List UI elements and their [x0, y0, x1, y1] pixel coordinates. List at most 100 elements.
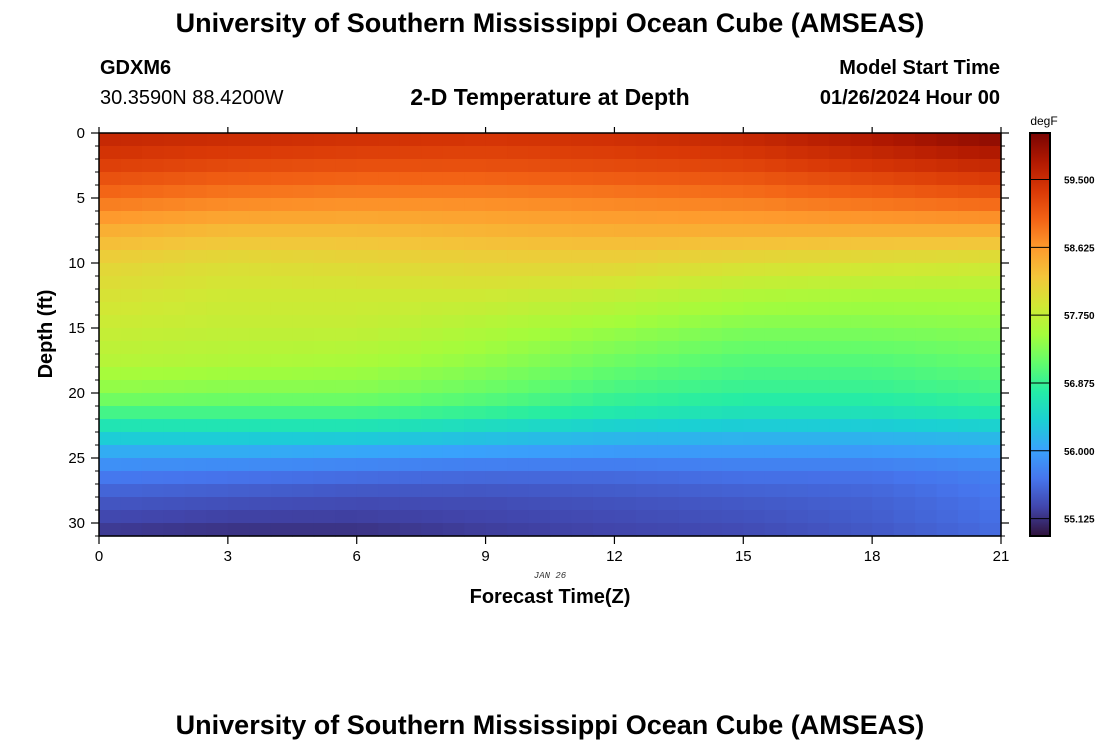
heatmap-cell: [399, 276, 422, 290]
heatmap-cell: [571, 367, 594, 381]
heatmap-cell: [507, 146, 530, 160]
heatmap-cell: [141, 185, 165, 199]
heatmap-cell: [807, 263, 830, 277]
heatmap-cell: [464, 198, 487, 212]
heatmap-cell: [807, 250, 830, 264]
heatmap-cell: [635, 315, 658, 329]
heatmap-cell: [507, 406, 530, 420]
heatmap-cell: [206, 289, 229, 303]
heatmap-cell: [958, 224, 981, 238]
heatmap-cell: [141, 497, 165, 511]
heatmap-cell: [786, 224, 809, 238]
heatmap-cell: [485, 263, 508, 277]
heatmap-cell: [678, 497, 701, 511]
heatmap-cell: [442, 497, 465, 511]
heatmap-cell: [614, 367, 637, 381]
heatmap-cell: [249, 224, 272, 238]
heatmap-cell: [163, 302, 186, 316]
heatmap-cell: [571, 211, 594, 225]
heatmap-cell: [721, 380, 744, 394]
heatmap-cell: [120, 146, 143, 160]
heatmap-cell: [893, 367, 916, 381]
heatmap-cell: [378, 159, 401, 173]
heatmap-cell: [249, 315, 272, 329]
heatmap-cell: [936, 406, 959, 420]
heatmap-cell: [915, 484, 938, 498]
heatmap-cell: [528, 393, 551, 407]
heatmap-cell: [141, 393, 165, 407]
heatmap-cell: [464, 484, 487, 498]
heatmap-cell: [292, 276, 315, 290]
heatmap-cell: [378, 237, 401, 251]
heatmap-cell: [807, 315, 830, 329]
heatmap-cell: [764, 159, 787, 173]
heatmap-cell: [872, 263, 895, 277]
heatmap-cell: [378, 419, 401, 433]
heatmap-cell: [979, 380, 1002, 394]
x-tick-label: 9: [481, 548, 489, 565]
heatmap-cell: [442, 263, 465, 277]
heatmap-cell: [141, 315, 165, 329]
heatmap-cell: [335, 341, 358, 355]
heatmap-cell: [292, 432, 315, 446]
heatmap-cell: [786, 159, 809, 173]
heatmap-cell: [227, 146, 250, 160]
heatmap-cell: [335, 263, 358, 277]
heatmap-cell: [743, 393, 766, 407]
heatmap-cell: [141, 354, 165, 368]
heatmap-cell: [206, 198, 229, 212]
heatmap-cell: [141, 237, 165, 251]
heatmap-cell: [893, 302, 916, 316]
heatmap-cell: [184, 510, 207, 524]
heatmap-cell: [184, 250, 207, 264]
heatmap-cell: [163, 159, 186, 173]
heatmap-cell: [678, 146, 701, 160]
heatmap-cell: [893, 289, 916, 303]
heatmap-cell: [120, 497, 143, 511]
heatmap-cell: [528, 302, 551, 316]
heatmap-cell: [356, 341, 379, 355]
heatmap-cell: [442, 211, 465, 225]
heatmap-cell: [915, 367, 938, 381]
heatmap-cell: [721, 146, 744, 160]
heatmap-cell: [915, 146, 938, 160]
heatmap-cell: [635, 276, 658, 290]
heatmap-cell: [421, 497, 444, 511]
heatmap-cell: [958, 133, 981, 147]
heatmap-cell: [678, 367, 701, 381]
heatmap-cell: [292, 146, 315, 160]
heatmap-cell: [850, 484, 873, 498]
heatmap-cell: [764, 471, 787, 485]
heatmap-cell: [958, 185, 981, 199]
heatmap-cell: [313, 315, 336, 329]
heatmap-cell: [292, 393, 315, 407]
heatmap-cell: [399, 172, 422, 186]
heatmap-cell: [872, 432, 895, 446]
heatmap-cell: [657, 159, 680, 173]
heatmap-cell: [464, 133, 487, 147]
heatmap-cell: [678, 185, 701, 199]
heatmap-cell: [850, 432, 873, 446]
heatmap-cell: [764, 289, 787, 303]
heatmap-cell: [399, 159, 422, 173]
heatmap-cell: [378, 289, 401, 303]
heatmap-cell: [99, 393, 122, 407]
heatmap-cell: [292, 198, 315, 212]
heatmap-cell: [313, 289, 336, 303]
heatmap-cell: [227, 289, 250, 303]
heatmap-cell: [979, 146, 1002, 160]
heatmap-cell: [678, 276, 701, 290]
heatmap-cell: [678, 419, 701, 433]
heatmap-cell: [850, 471, 873, 485]
heatmap-cell: [829, 211, 852, 225]
heatmap-cell: [292, 471, 315, 485]
heatmap-cell: [421, 315, 444, 329]
heatmap-cell: [743, 432, 766, 446]
heatmap-cell: [721, 328, 744, 342]
heatmap-cell: [872, 146, 895, 160]
heatmap-cell: [120, 250, 143, 264]
heatmap-cell: [657, 393, 680, 407]
heatmap-cell: [184, 237, 207, 251]
heatmap-cell: [958, 523, 981, 537]
heatmap-cell: [850, 380, 873, 394]
